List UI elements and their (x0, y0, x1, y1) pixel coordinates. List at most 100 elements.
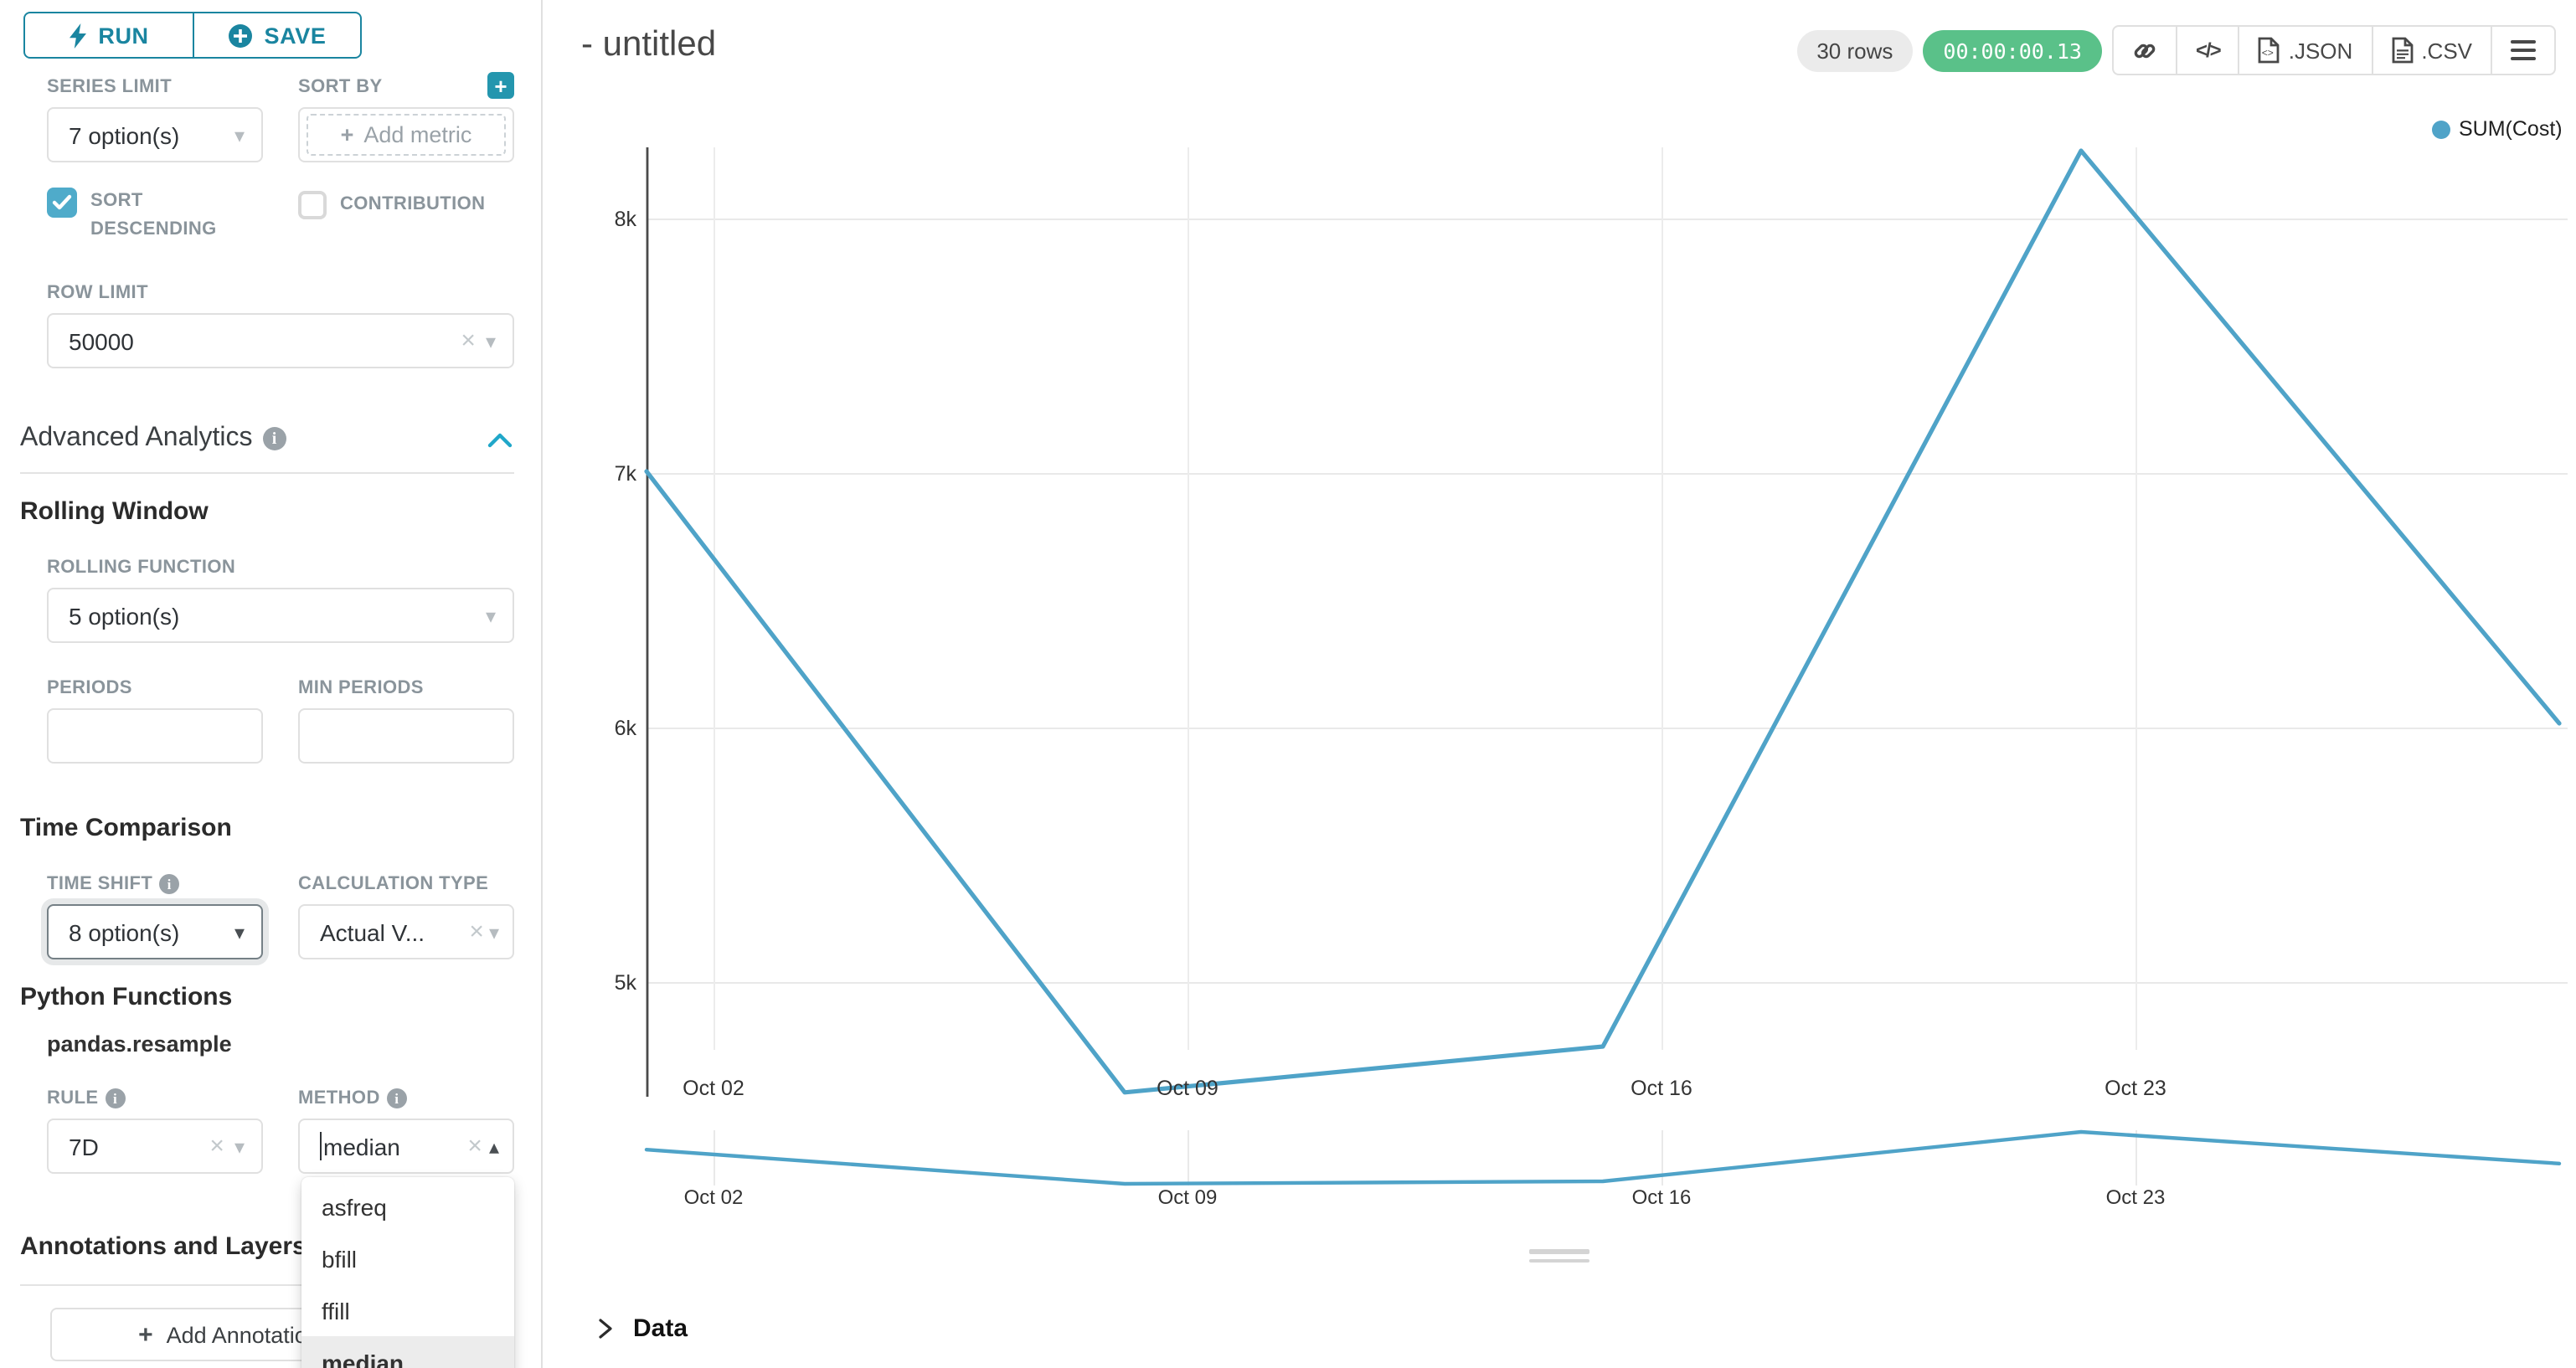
x-axis-tick: Oct 23 (2105, 1077, 2166, 1100)
run-button[interactable]: RUN (25, 13, 192, 57)
contribution-checkbox[interactable] (298, 191, 327, 219)
copy-link-button[interactable] (2114, 27, 2176, 74)
mini-series-line (644, 1129, 2562, 1186)
series-limit-select[interactable]: 7 option(s) ▾ (47, 107, 263, 162)
row-count-badge: 30 rows (1796, 29, 1914, 71)
rule-select[interactable]: 7D × ▾ (47, 1119, 263, 1174)
json-file-icon: <> (2259, 37, 2280, 64)
sort-descending-label: SORT DESCENDING (90, 191, 217, 239)
info-icon[interactable]: i (105, 1088, 126, 1108)
add-metric-button[interactable]: + Add metric (307, 114, 506, 156)
plus-icon: + (138, 1320, 153, 1349)
export-json-button[interactable]: <> .JSON (2238, 27, 2372, 74)
clear-icon[interactable]: × (467, 1132, 482, 1160)
dropdown-option-bfill[interactable]: bfill (322, 1245, 358, 1272)
caret-down-icon: ▾ (234, 1134, 245, 1158)
plus-icon: + (340, 122, 354, 147)
export-csv-button[interactable]: .CSV (2371, 27, 2491, 74)
time-comparison-title: Time Comparison (20, 814, 232, 842)
info-icon[interactable]: i (159, 874, 180, 894)
row-limit-label: ROW LIMIT (47, 283, 148, 303)
sort-by-control[interactable]: + Add metric (298, 107, 514, 162)
contribution-field: CONTRIBUTION (298, 191, 519, 219)
run-button-label: RUN (98, 23, 149, 48)
method-dropdown: asfreq bfill ffill median (301, 1177, 514, 1368)
advanced-analytics-header[interactable]: Advanced Analytics i (20, 424, 286, 454)
clear-icon[interactable]: × (209, 1132, 224, 1160)
chart-menu-button[interactable] (2491, 27, 2554, 74)
plus-icon: + (494, 73, 507, 98)
run-save-button-group: RUN SAVE (23, 12, 362, 59)
mini-x-axis-tick: Oct 02 (683, 1185, 744, 1209)
time-shift-label-text: TIME SHIFT (47, 874, 153, 894)
method-value: median (323, 1133, 400, 1160)
caret-down-icon: ▾ (485, 604, 496, 627)
save-button-label: SAVE (264, 23, 327, 48)
embed-code-button[interactable]: </> (2176, 27, 2239, 74)
data-panel-header[interactable]: Data (596, 1314, 688, 1343)
caret-down-icon: ▾ (488, 920, 499, 944)
time-shift-value: 8 option(s) (69, 918, 180, 945)
sort-by-add-button[interactable]: + (487, 72, 514, 99)
caret-up-icon: ▴ (488, 1134, 499, 1158)
chart-title[interactable]: - untitled (581, 25, 717, 64)
y-axis-tick: 6k (614, 717, 636, 740)
y-axis-tick: 7k (614, 462, 636, 486)
caret-down-icon: ▾ (485, 329, 496, 352)
export-json-label: .JSON (2288, 38, 2353, 63)
x-axis-tick: Oct 09 (1157, 1077, 1218, 1100)
rule-label: RULE i (47, 1088, 126, 1108)
header-actions: 30 rows 00:00:00.13 </> <> .JSON .CSV (1796, 25, 2556, 75)
legend-item[interactable]: SUM(Cost) (2432, 117, 2563, 141)
rule-label-text: RULE (47, 1088, 99, 1108)
rule-value: 7D (69, 1133, 99, 1160)
caret-down-icon: ▾ (234, 123, 245, 147)
clear-icon[interactable]: × (469, 918, 484, 946)
dropdown-option-asfreq[interactable]: asfreq (322, 1193, 387, 1220)
row-limit-value: 50000 (69, 327, 134, 354)
export-csv-label: .CSV (2421, 38, 2472, 63)
dropdown-option-median[interactable]: median (301, 1336, 514, 1368)
plus-circle-icon (228, 23, 252, 47)
annotations-title: Annotations and Layers (20, 1232, 307, 1261)
min-periods-label: MIN PERIODS (298, 678, 424, 698)
method-label-text: METHOD (298, 1088, 380, 1108)
svg-text:<>: <> (2263, 47, 2275, 59)
y-axis-tick: 8k (614, 208, 636, 231)
controls-sidebar: RUN SAVE SERIES LIMIT SORT BY + 7 option… (0, 0, 543, 1368)
method-label: METHOD i (298, 1088, 407, 1108)
clear-icon[interactable]: × (461, 327, 476, 355)
dropdown-option-ffill[interactable]: ffill (322, 1297, 350, 1324)
method-select[interactable]: median × ▴ (298, 1119, 514, 1174)
row-limit-select[interactable]: 50000 × ▾ (47, 313, 514, 368)
section-divider (20, 472, 514, 474)
check-icon (52, 194, 72, 210)
code-icon: </> (2196, 39, 2222, 62)
series-line (644, 148, 2562, 1095)
min-periods-input[interactable] (298, 708, 514, 764)
x-axis-tick: Oct 16 (1631, 1077, 1692, 1100)
rolling-window-title: Rolling Window (20, 497, 209, 526)
export-toolbar: </> <> .JSON .CSV (2112, 25, 2556, 75)
time-shift-select[interactable]: 8 option(s) ▾ (47, 904, 263, 959)
time-shift-label: TIME SHIFT i (47, 874, 180, 894)
save-button[interactable]: SAVE (192, 13, 360, 57)
chevron-up-icon[interactable] (487, 432, 513, 449)
info-icon[interactable]: i (262, 427, 286, 450)
calculation-type-label: CALCULATION TYPE (298, 874, 489, 894)
series-limit-label: SERIES LIMIT (47, 77, 173, 97)
panel-resize-handle[interactable] (1529, 1249, 1589, 1268)
csv-file-icon (2391, 37, 2413, 64)
rolling-function-select[interactable]: 5 option(s) ▾ (47, 588, 514, 643)
rolling-function-label: ROLLING FUNCTION (47, 558, 236, 578)
calculation-type-select[interactable]: Actual V... × ▾ (298, 904, 514, 959)
sort-descending-checkbox[interactable] (47, 188, 77, 218)
legend-label: SUM(Cost) (2459, 117, 2563, 141)
series-limit-value: 7 option(s) (69, 121, 180, 148)
x-axis-tick: Oct 02 (683, 1077, 744, 1100)
periods-input[interactable] (47, 708, 263, 764)
text-cursor (320, 1132, 322, 1160)
y-axis-tick: 5k (614, 971, 636, 995)
calculation-type-value: Actual V... (320, 918, 425, 945)
info-icon[interactable]: i (386, 1088, 407, 1108)
